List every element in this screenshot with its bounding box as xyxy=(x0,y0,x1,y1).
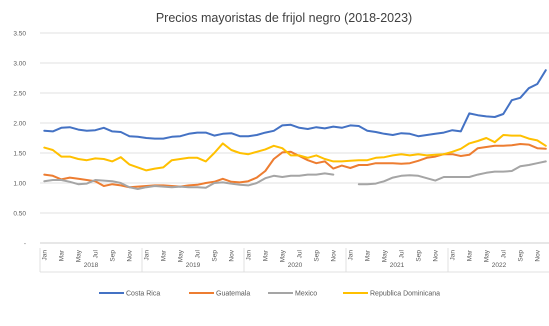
legend-label: Guatemala xyxy=(216,290,250,297)
x-tick-label: Nov xyxy=(228,249,235,261)
year-label: 2019 xyxy=(186,262,201,269)
y-tick-label: 1.50 xyxy=(13,150,26,157)
series-line-costa-rica xyxy=(43,69,547,140)
x-tick-label: Nov xyxy=(330,249,337,261)
legend-label: Costa Rica xyxy=(126,290,160,297)
x-tick-label: May xyxy=(177,249,184,262)
x-tick-label: Nov xyxy=(432,249,439,261)
x-tick-label: Jul xyxy=(92,249,99,258)
x-tick-label: Jul xyxy=(500,249,507,258)
x-tick-label: Jul xyxy=(194,249,201,258)
y-tick-label: 0.50 xyxy=(13,210,26,217)
year-label: 2020 xyxy=(288,262,303,269)
x-tick-label: Sep xyxy=(517,250,524,262)
y-tick-label: 1.00 xyxy=(13,180,26,187)
y-tick-label: 2.50 xyxy=(13,90,26,97)
year-label: 2022 xyxy=(492,262,507,269)
x-tick-label: Jan xyxy=(143,250,150,261)
x-tick-label: Sep xyxy=(109,250,116,262)
x-tick-label: Nov xyxy=(534,249,541,261)
x-tick-label: Jan xyxy=(347,250,354,261)
year-label: 2021 xyxy=(390,262,405,269)
x-tick-label: Sep xyxy=(415,250,422,262)
y-tick-label: 2.00 xyxy=(13,120,26,127)
chart-title: Precios mayoristas de frijol negro (2018… xyxy=(156,11,412,25)
year-label: 2018 xyxy=(84,262,99,269)
legend-label: Mexico xyxy=(295,290,317,297)
x-tick-label: Sep xyxy=(313,250,320,262)
x-tick-label: Jan xyxy=(41,250,48,261)
legend-label: Republica Dominicana xyxy=(370,290,440,297)
legend: Costa Rica Guatemala Mexico Republica Domin… xyxy=(99,290,440,297)
y-tick-label: 3.00 xyxy=(13,60,26,67)
x-tick-label: Mar xyxy=(466,249,473,261)
x-tick-label: Nov xyxy=(126,249,133,261)
series-line-republica-dominicana xyxy=(43,134,547,172)
x-tick-label: Jan xyxy=(449,250,456,261)
series-lines xyxy=(43,69,547,190)
x-tick-label: Jul xyxy=(296,249,303,258)
x-tick-label: Jul xyxy=(398,249,405,258)
series-line-mexico xyxy=(43,160,547,190)
x-tick-label: May xyxy=(75,249,82,262)
x-tick-label: May xyxy=(279,249,286,262)
y-tick-label: 3.50 xyxy=(13,30,26,37)
y-axis-ticks: - 0.50 1.00 1.50 2.00 2.50 3.00 3.50 xyxy=(13,30,26,247)
x-tick-label: Jan xyxy=(245,250,252,261)
x-tick-label: Mar xyxy=(160,249,167,261)
x-tick-label: May xyxy=(381,249,388,262)
x-tick-label: Sep xyxy=(211,250,218,262)
x-tick-label: Mar xyxy=(58,249,65,261)
x-tick-label: Mar xyxy=(262,249,269,261)
x-axis: Jan Mar May Jul Sep Nov Jan Mar May Jul Sep Nov Jan M… xyxy=(39,242,549,273)
y-tick-label: - xyxy=(24,240,26,247)
x-tick-label: May xyxy=(483,249,490,262)
x-tick-label: Mar xyxy=(364,249,371,261)
